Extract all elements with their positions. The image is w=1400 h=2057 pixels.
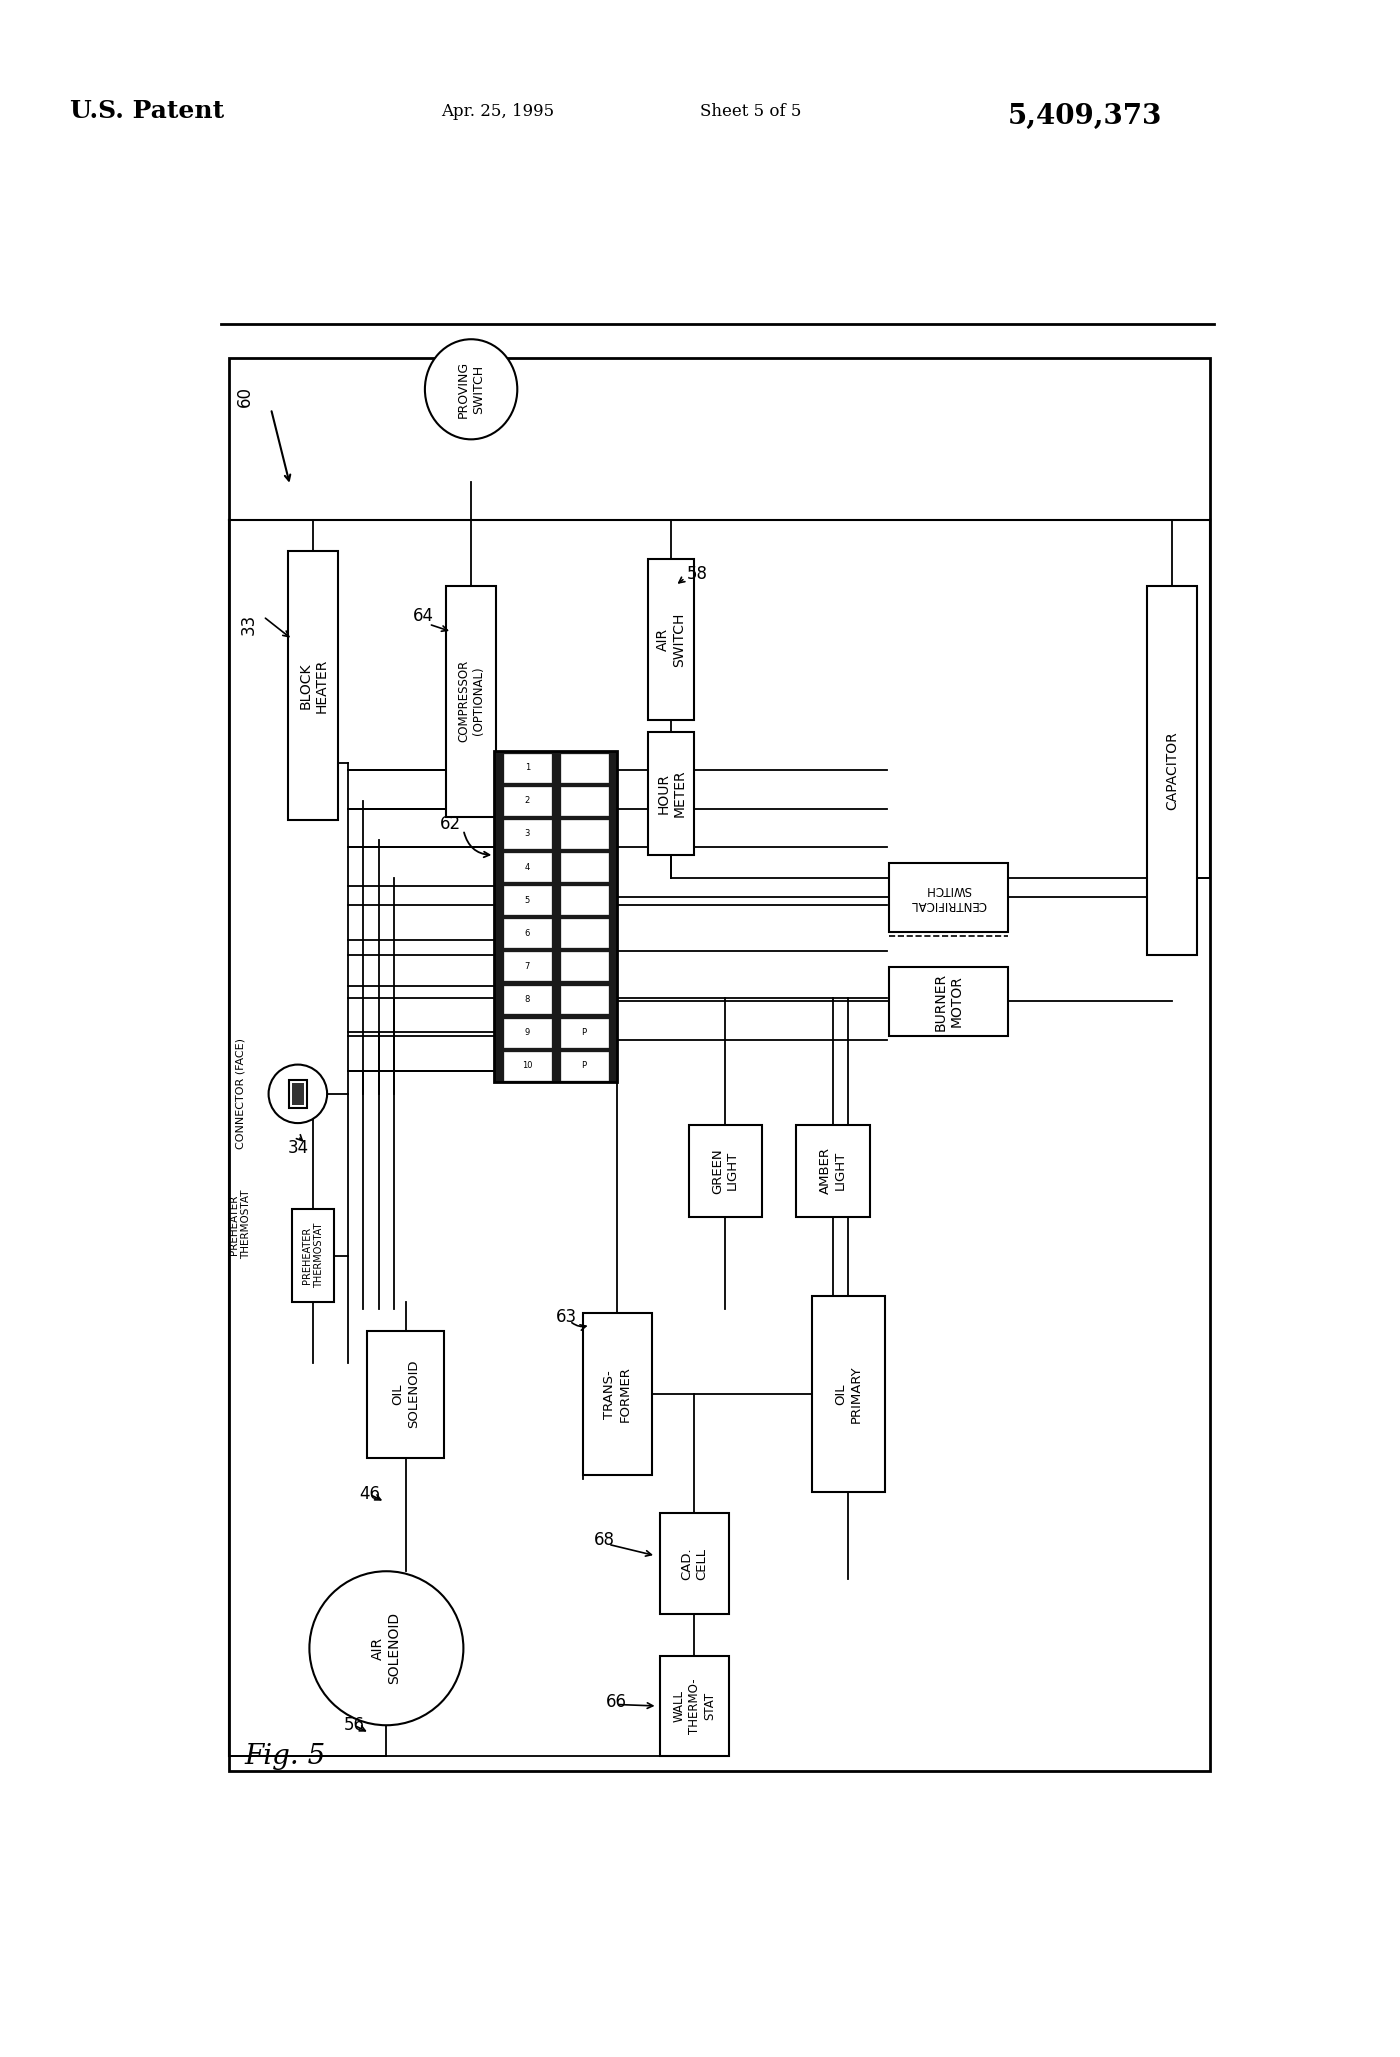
- Text: 34: 34: [287, 1140, 308, 1156]
- FancyBboxPatch shape: [504, 1018, 550, 1047]
- Text: Sheet 5 of 5: Sheet 5 of 5: [700, 103, 801, 119]
- Text: BURNER
MOTOR: BURNER MOTOR: [934, 973, 963, 1031]
- Text: 3: 3: [525, 829, 531, 839]
- Text: 58: 58: [687, 566, 708, 582]
- Text: HOUR
METER: HOUR METER: [657, 769, 686, 817]
- Text: AMBER
LIGHT: AMBER LIGHT: [819, 1148, 847, 1195]
- Text: 6: 6: [525, 930, 531, 938]
- FancyBboxPatch shape: [504, 821, 550, 847]
- Text: OIL
SOLENOID: OIL SOLENOID: [392, 1360, 420, 1428]
- Text: 66: 66: [606, 1693, 627, 1711]
- Text: PREHEATER
THERMOSTAT: PREHEATER THERMOSTAT: [230, 1191, 251, 1259]
- FancyBboxPatch shape: [504, 1051, 550, 1080]
- FancyBboxPatch shape: [561, 952, 608, 981]
- FancyBboxPatch shape: [561, 1051, 608, 1080]
- Circle shape: [269, 1066, 328, 1123]
- FancyBboxPatch shape: [689, 1125, 762, 1218]
- Text: COMPRESSOR
(OPTIONAL): COMPRESSOR (OPTIONAL): [456, 660, 486, 743]
- FancyBboxPatch shape: [648, 560, 694, 720]
- Text: 63: 63: [556, 1308, 577, 1327]
- FancyBboxPatch shape: [367, 1331, 444, 1458]
- FancyBboxPatch shape: [561, 919, 608, 946]
- Text: BLOCK
HEATER: BLOCK HEATER: [298, 658, 329, 714]
- FancyBboxPatch shape: [504, 753, 550, 782]
- Text: 8: 8: [525, 996, 531, 1004]
- Text: 56: 56: [344, 1716, 365, 1734]
- FancyBboxPatch shape: [504, 887, 550, 913]
- Text: 46: 46: [360, 1485, 381, 1504]
- Text: U.S. Patent: U.S. Patent: [70, 99, 224, 123]
- Text: GREEN
LIGHT: GREEN LIGHT: [711, 1148, 739, 1193]
- Ellipse shape: [309, 1572, 463, 1726]
- Text: 60: 60: [237, 387, 255, 407]
- FancyBboxPatch shape: [504, 854, 550, 880]
- FancyBboxPatch shape: [889, 967, 1008, 1037]
- Text: 64: 64: [413, 607, 434, 625]
- FancyBboxPatch shape: [504, 788, 550, 815]
- Text: Fig. 5: Fig. 5: [244, 1742, 325, 1769]
- FancyBboxPatch shape: [797, 1125, 869, 1218]
- FancyBboxPatch shape: [561, 985, 608, 1014]
- FancyBboxPatch shape: [889, 862, 1008, 932]
- Text: 62: 62: [440, 815, 462, 833]
- Text: 2: 2: [525, 796, 531, 806]
- FancyBboxPatch shape: [288, 551, 339, 821]
- Ellipse shape: [426, 339, 518, 440]
- Text: CONNECTOR (FACE): CONNECTOR (FACE): [235, 1039, 245, 1150]
- Text: AIR
SWITCH: AIR SWITCH: [657, 613, 686, 666]
- FancyBboxPatch shape: [648, 732, 694, 856]
- FancyBboxPatch shape: [561, 753, 608, 782]
- Text: 5,409,373: 5,409,373: [1008, 103, 1162, 130]
- FancyBboxPatch shape: [504, 952, 550, 981]
- FancyBboxPatch shape: [288, 1080, 307, 1109]
- FancyBboxPatch shape: [561, 821, 608, 847]
- Text: TRANS-
FORMER: TRANS- FORMER: [603, 1366, 631, 1421]
- Text: WALL
THERMO-
STAT: WALL THERMO- STAT: [673, 1679, 715, 1734]
- Text: OIL
PRIMARY: OIL PRIMARY: [834, 1366, 862, 1423]
- FancyBboxPatch shape: [812, 1296, 885, 1491]
- Text: 10: 10: [522, 1061, 533, 1070]
- Text: PROVING
SWITCH: PROVING SWITCH: [456, 360, 486, 418]
- FancyBboxPatch shape: [228, 358, 1210, 1771]
- FancyBboxPatch shape: [561, 854, 608, 880]
- Text: CAD.
CELL: CAD. CELL: [680, 1547, 708, 1580]
- Text: P: P: [581, 1061, 587, 1070]
- FancyBboxPatch shape: [447, 586, 496, 817]
- FancyBboxPatch shape: [504, 985, 550, 1014]
- FancyBboxPatch shape: [659, 1656, 729, 1757]
- Text: 7: 7: [525, 963, 531, 971]
- Text: 33: 33: [241, 613, 258, 636]
- FancyBboxPatch shape: [659, 1514, 729, 1613]
- FancyBboxPatch shape: [1147, 586, 1197, 954]
- Text: P: P: [581, 1028, 587, 1037]
- FancyBboxPatch shape: [561, 788, 608, 815]
- Text: 1: 1: [525, 763, 531, 771]
- Text: CAPACITOR: CAPACITOR: [1165, 730, 1179, 810]
- FancyBboxPatch shape: [293, 1210, 335, 1302]
- FancyBboxPatch shape: [561, 887, 608, 913]
- FancyBboxPatch shape: [561, 1018, 608, 1047]
- Text: CENTRIFICAL
SWITCH: CENTRIFICAL SWITCH: [910, 885, 987, 911]
- Text: PREHEATER
THERMOSTAT: PREHEATER THERMOSTAT: [302, 1222, 323, 1288]
- Text: 5: 5: [525, 895, 531, 905]
- Text: 68: 68: [594, 1532, 615, 1549]
- FancyBboxPatch shape: [494, 751, 617, 1082]
- Text: 9: 9: [525, 1028, 531, 1037]
- Text: Apr. 25, 1995: Apr. 25, 1995: [441, 103, 554, 119]
- Text: AIR
SOLENOID: AIR SOLENOID: [371, 1613, 402, 1685]
- FancyBboxPatch shape: [504, 919, 550, 946]
- Text: 4: 4: [525, 862, 531, 872]
- FancyBboxPatch shape: [582, 1312, 652, 1475]
- FancyBboxPatch shape: [291, 1084, 304, 1105]
